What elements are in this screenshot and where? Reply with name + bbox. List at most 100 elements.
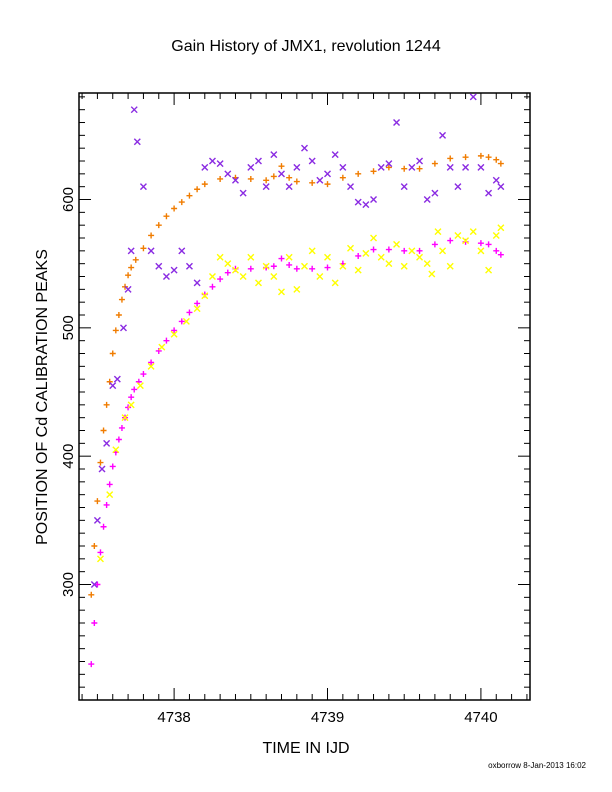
data-point <box>194 300 201 307</box>
data-point <box>130 106 138 114</box>
data-point <box>439 131 447 139</box>
data-point <box>278 255 285 262</box>
data-point <box>492 231 500 239</box>
data-point <box>446 163 454 171</box>
data-point <box>88 591 95 598</box>
data-point <box>439 247 447 255</box>
data-point <box>106 378 113 385</box>
y-tick-label: 400 <box>60 444 77 469</box>
data-point <box>106 481 113 488</box>
data-point <box>477 152 484 159</box>
data-point <box>462 154 469 161</box>
data-point <box>93 516 101 524</box>
data-point <box>431 160 438 167</box>
data-point <box>347 183 355 191</box>
data-point <box>454 231 462 239</box>
data-point <box>201 163 209 171</box>
data-point <box>377 253 385 261</box>
data-point <box>401 165 408 172</box>
data-point <box>362 201 370 209</box>
data-point <box>423 260 431 268</box>
data-point <box>331 279 339 287</box>
data-point <box>118 424 125 431</box>
data-point <box>208 157 216 165</box>
data-point <box>239 273 247 281</box>
data-point <box>469 228 477 236</box>
data-point <box>115 312 122 319</box>
series-1 <box>88 237 504 668</box>
plot-frame <box>78 92 531 701</box>
data-point <box>254 279 262 287</box>
data-point <box>103 401 110 408</box>
data-point <box>147 362 155 370</box>
data-point <box>118 296 125 303</box>
data-point <box>193 305 201 313</box>
data-point <box>339 174 346 181</box>
data-point <box>293 178 300 185</box>
data-point <box>94 498 101 505</box>
data-point <box>91 620 98 627</box>
data-point <box>262 183 270 191</box>
data-point <box>231 266 239 274</box>
data-point <box>201 292 209 300</box>
data-point <box>216 253 224 261</box>
data-point <box>112 327 119 334</box>
data-point <box>170 330 178 338</box>
data-point <box>492 176 500 184</box>
data-point <box>497 183 505 191</box>
data-point <box>400 183 408 191</box>
data-point <box>454 183 462 191</box>
data-point <box>434 228 442 236</box>
data-point <box>447 155 454 162</box>
data-point <box>370 246 377 253</box>
data-point <box>493 247 500 254</box>
data-point <box>133 138 141 146</box>
data-point <box>217 175 224 182</box>
data-point <box>316 273 324 281</box>
data-point <box>309 265 316 272</box>
series-2 <box>96 224 505 563</box>
data-point <box>416 165 423 172</box>
data-point <box>354 266 362 274</box>
series-0 <box>88 152 504 598</box>
data-point <box>285 183 293 191</box>
data-point <box>355 170 362 177</box>
data-point <box>370 168 377 175</box>
data-point <box>98 465 106 473</box>
data-point <box>431 189 439 197</box>
data-point <box>178 318 185 325</box>
data-point <box>182 317 190 325</box>
data-point <box>270 173 277 180</box>
data-point <box>485 266 493 274</box>
data-point <box>347 244 355 252</box>
data-point <box>262 262 270 270</box>
data-point <box>286 174 293 181</box>
data-point <box>285 253 293 261</box>
data-point <box>309 179 316 186</box>
series-3 <box>90 93 505 588</box>
data-point <box>485 241 492 248</box>
data-point <box>201 181 208 188</box>
data-point <box>324 253 332 261</box>
data-point <box>301 262 308 270</box>
data-point <box>293 265 300 272</box>
data-point <box>447 237 454 244</box>
data-point <box>186 192 193 199</box>
data-point <box>385 164 392 171</box>
data-point <box>132 256 139 263</box>
data-point <box>301 144 308 152</box>
data-point <box>247 175 254 182</box>
data-point <box>208 273 216 281</box>
y-tick-label: 600 <box>60 187 77 212</box>
data-point <box>155 347 162 354</box>
data-point <box>125 272 132 279</box>
data-point <box>370 196 378 204</box>
data-point <box>136 382 144 390</box>
data-point <box>247 163 255 171</box>
data-point <box>115 436 122 443</box>
data-point <box>431 241 438 248</box>
data-point <box>119 324 127 332</box>
data-point <box>148 232 155 239</box>
data-point <box>127 401 135 409</box>
